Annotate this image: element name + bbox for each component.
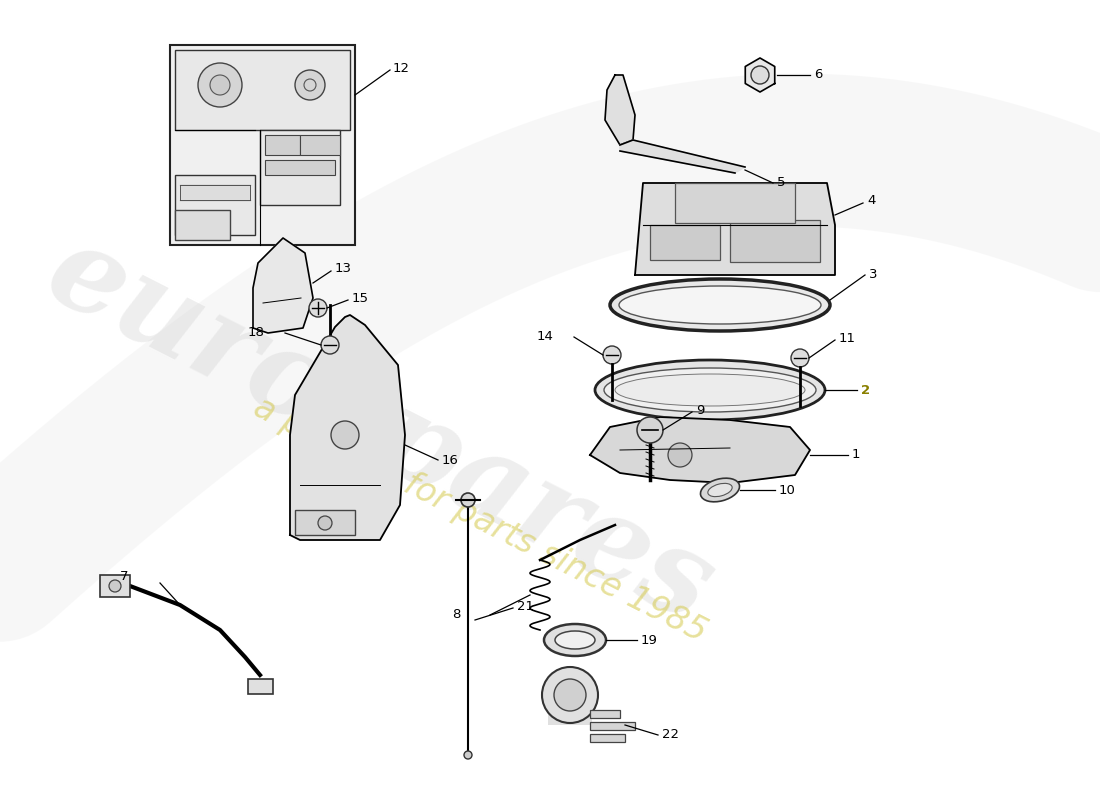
Text: 18: 18 bbox=[248, 326, 265, 338]
Text: 13: 13 bbox=[336, 262, 352, 275]
Text: 6: 6 bbox=[814, 69, 823, 82]
Bar bbox=[548, 695, 592, 725]
Text: 3: 3 bbox=[869, 267, 878, 281]
Bar bbox=[170, 45, 355, 245]
Text: 14: 14 bbox=[537, 330, 554, 342]
Text: 22: 22 bbox=[662, 729, 679, 742]
Bar bbox=[300, 135, 340, 155]
Polygon shape bbox=[253, 238, 313, 333]
Bar bbox=[175, 50, 350, 130]
Text: 2: 2 bbox=[861, 383, 870, 397]
Text: 7: 7 bbox=[120, 570, 129, 583]
Circle shape bbox=[542, 667, 598, 723]
Circle shape bbox=[554, 679, 586, 711]
Bar bbox=[295, 510, 355, 535]
Text: eurospares: eurospares bbox=[29, 213, 732, 647]
Circle shape bbox=[751, 66, 769, 84]
Bar bbox=[180, 185, 250, 200]
Polygon shape bbox=[746, 58, 774, 92]
Polygon shape bbox=[605, 75, 635, 145]
Text: 19: 19 bbox=[641, 634, 658, 646]
Bar bbox=[590, 734, 625, 742]
Polygon shape bbox=[620, 140, 745, 173]
Text: 8: 8 bbox=[452, 609, 461, 622]
Ellipse shape bbox=[556, 631, 595, 649]
Circle shape bbox=[668, 443, 692, 467]
Circle shape bbox=[210, 75, 230, 95]
Text: 12: 12 bbox=[393, 62, 410, 75]
Circle shape bbox=[603, 346, 622, 364]
Circle shape bbox=[318, 516, 332, 530]
Circle shape bbox=[791, 349, 808, 367]
Circle shape bbox=[464, 751, 472, 759]
Ellipse shape bbox=[615, 374, 805, 406]
Bar bbox=[675, 183, 795, 223]
Bar bbox=[590, 722, 635, 730]
Bar bbox=[590, 710, 620, 718]
Ellipse shape bbox=[701, 478, 739, 502]
Circle shape bbox=[331, 421, 359, 449]
Text: 10: 10 bbox=[779, 483, 796, 497]
Bar bbox=[265, 135, 300, 155]
Circle shape bbox=[637, 417, 663, 443]
Circle shape bbox=[109, 580, 121, 592]
Ellipse shape bbox=[619, 286, 821, 324]
Text: 21: 21 bbox=[517, 601, 534, 614]
Text: 15: 15 bbox=[352, 293, 368, 306]
Ellipse shape bbox=[707, 483, 733, 497]
Bar bbox=[100, 575, 130, 597]
Text: 9: 9 bbox=[696, 405, 704, 418]
Circle shape bbox=[461, 493, 475, 507]
Bar bbox=[650, 225, 721, 260]
Text: 16: 16 bbox=[442, 454, 459, 466]
Circle shape bbox=[295, 70, 324, 100]
Bar bbox=[248, 679, 273, 694]
Bar bbox=[175, 210, 230, 240]
Circle shape bbox=[321, 336, 339, 354]
Ellipse shape bbox=[610, 279, 830, 331]
Polygon shape bbox=[635, 183, 835, 275]
Polygon shape bbox=[590, 417, 810, 483]
Circle shape bbox=[309, 299, 327, 317]
Ellipse shape bbox=[595, 360, 825, 420]
Bar bbox=[260, 130, 340, 205]
Text: 1: 1 bbox=[852, 449, 860, 462]
Ellipse shape bbox=[544, 624, 606, 656]
Text: 11: 11 bbox=[839, 333, 856, 346]
Text: a passion for parts since 1985: a passion for parts since 1985 bbox=[248, 391, 712, 649]
Bar bbox=[175, 175, 255, 235]
Bar bbox=[265, 160, 336, 175]
Bar bbox=[730, 220, 820, 262]
Polygon shape bbox=[290, 315, 405, 540]
Circle shape bbox=[198, 63, 242, 107]
Ellipse shape bbox=[604, 368, 816, 412]
Text: 4: 4 bbox=[867, 194, 876, 207]
Text: 5: 5 bbox=[777, 177, 785, 190]
